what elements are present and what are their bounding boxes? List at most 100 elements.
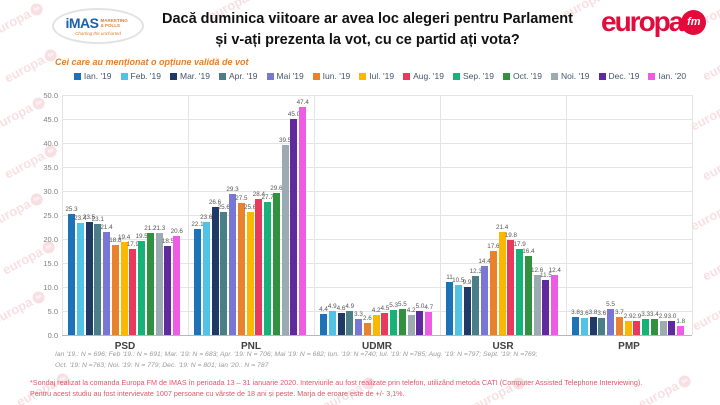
category-label: PMP: [618, 341, 640, 352]
y-axis-tick-label: 25.0: [43, 210, 58, 220]
bar-udmr-Noi19: [407, 314, 415, 335]
legend-item: Iul. '19: [359, 71, 394, 81]
legend-item: Dec. '19: [598, 71, 640, 81]
gridline-horizontal: [62, 191, 692, 192]
category-separator-line: [188, 95, 189, 335]
imas-logo-text: iMAS: [65, 15, 100, 31]
bar-udmr-Iun19: [363, 322, 371, 335]
legend-label: Dec. '19: [608, 71, 640, 81]
bar-pnl-Ian19: [194, 228, 201, 335]
y-axis-tick-label: 30.0: [43, 186, 58, 196]
bar-value-label: 26.6: [208, 199, 222, 207]
bar-value-label: 29.3: [226, 186, 239, 194]
bar-udmr-Apr19: [346, 311, 354, 335]
watermark-text: europa: [699, 149, 720, 184]
bar-value-label: 25.6: [243, 204, 257, 212]
category-label: UDMR: [362, 341, 392, 352]
bar-value-label: 17.9: [126, 241, 139, 249]
bar-psd-Sep19: [138, 241, 146, 335]
legend-item: Iun. '19: [312, 71, 350, 81]
y-axis-tick-label: 40.0: [43, 138, 58, 148]
legend-item: Oct. '19: [502, 71, 542, 81]
bar-value-label: 2.6: [362, 314, 372, 322]
legend-label: Mar. '19: [179, 71, 210, 81]
europafm-logo-text: europa: [601, 6, 684, 37]
gridline-horizontal: [62, 167, 692, 168]
page-title-line2: și v-ați prezenta la vot, cu ce partid a…: [215, 32, 520, 49]
bar-pmp-Oct19: [650, 318, 658, 335]
category-separator-line: [62, 95, 63, 335]
legend-swatch: [218, 72, 226, 80]
legend-label: Iul. '19: [369, 71, 395, 81]
bar-value-label: 39.5: [279, 137, 292, 145]
bar-pmp-Dec19: [668, 320, 676, 335]
bar-value-label: 21.4: [100, 224, 113, 232]
category-separator-line: [566, 95, 567, 335]
bar-value-label: 47.4: [296, 99, 309, 107]
page-title: Dacă duminica viitoare ar avea loc alege…: [135, 9, 600, 51]
bar-value-label: 19.8: [504, 231, 517, 239]
bar-pnl-Dec19: [290, 119, 298, 335]
bar-value-label: 27.7: [261, 194, 274, 202]
bar-pmp-Iun19: [615, 317, 623, 335]
gridline-horizontal: [62, 215, 692, 216]
bar-usr-Dec19: [542, 279, 550, 335]
bar-usr-Noi19: [533, 274, 541, 335]
bar-value-label: 11.5: [540, 271, 552, 279]
legend-label: Ian. '20: [658, 71, 687, 81]
bar-value-label: 17.9: [513, 241, 526, 249]
bar-pnl-Sep19: [264, 202, 272, 335]
imas-logo: iMAS MARKETING & POLLS Charting the unch…: [52, 8, 144, 44]
imas-logo-row: iMAS MARKETING & POLLS: [66, 16, 131, 30]
bar-value-label: 17.6: [487, 242, 500, 250]
sample-sizes-line1: Ian '19.: N = 696; Feb '19.: N = 691; Ma…: [55, 351, 538, 358]
watermark-text: europa: [0, 5, 34, 40]
bar-pnl-Oct19: [272, 192, 280, 335]
sample-sizes-note: Ian '19.: N = 696; Feb '19.: N = 691; Ma…: [55, 350, 695, 372]
bar-value-label: 18.8: [109, 236, 122, 244]
watermark-text: europa: [1, 51, 48, 86]
gridline-horizontal: [62, 311, 692, 312]
bar-pmp-Apr19: [598, 317, 606, 335]
bar-psd-Apr19: [94, 224, 102, 335]
bar-udmr-Ian19: [320, 313, 327, 335]
legend-item: Mai '19: [266, 71, 304, 81]
y-axis-tick-label: 35.0: [43, 162, 58, 172]
y-axis-tick-label: 20.0: [43, 234, 58, 244]
bar-value-label: 9.9: [462, 279, 472, 287]
category-separator-line: [440, 95, 441, 335]
bar-value-label: 4.5: [380, 305, 390, 313]
bar-value-label: 3.8: [588, 308, 598, 316]
legend-swatch: [550, 72, 558, 80]
bar-udmr-Oct19: [398, 308, 406, 335]
bar-pmp-Noi19: [659, 321, 667, 335]
gridline-horizontal: [62, 119, 692, 120]
bar-value-label: 23.6: [200, 213, 213, 221]
bar-udmr-Ian20: [425, 312, 433, 335]
category-separator-line: [314, 95, 315, 335]
legend-swatch: [73, 72, 81, 80]
bar-value-label: 25.3: [65, 205, 78, 213]
bar-psd-Mar19: [85, 222, 93, 335]
bar-udmr-Aug19: [381, 313, 389, 335]
legend-label: Apr. '19: [228, 71, 258, 81]
bar-value-label: 45.0: [287, 111, 301, 118]
bar-value-label: 3.6: [597, 309, 607, 317]
watermark-text: europa: [689, 299, 720, 334]
bar-psd-Iul19: [120, 241, 128, 335]
bar-udmr-Dec19: [416, 311, 424, 335]
methodology-note: *Sondaj realizat la comanda Europa FM de…: [30, 377, 700, 399]
bar-pnl-Ian20: [299, 107, 307, 335]
bar-pnl-Mai19: [229, 194, 237, 335]
bar-value-label: 23.5: [82, 214, 96, 222]
bar-psd-Dec19: [164, 246, 172, 335]
bar-value-label: 4.4: [319, 305, 328, 313]
y-axis-tick-label: 10.0: [43, 282, 58, 292]
legend-swatch: [453, 72, 461, 80]
methodology-line2: Pentru acest studiu au fost intervievate…: [30, 389, 405, 399]
plot-area: 0.0 5.0 10.0 15.0 20.0 25.0 30.0 35.0 40.0 45.0 50…: [43, 91, 693, 352]
y-axis-tick-label: 15.0: [43, 258, 58, 268]
sample-sizes-line2: Oct. '19: N =763; Noi. '19: N = 779; Dec…: [55, 361, 269, 369]
